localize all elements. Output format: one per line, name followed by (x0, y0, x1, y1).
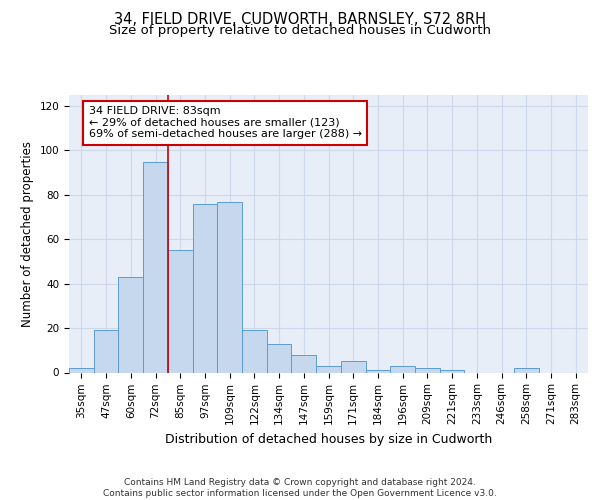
Text: 34, FIELD DRIVE, CUDWORTH, BARNSLEY, S72 8RH: 34, FIELD DRIVE, CUDWORTH, BARNSLEY, S72… (114, 12, 486, 28)
Bar (514, 368, 539, 372)
Bar (242, 330, 267, 372)
Bar (168, 250, 193, 372)
Bar (415, 368, 440, 372)
Bar (267, 344, 292, 372)
Bar (69, 368, 94, 372)
Bar (94, 330, 118, 372)
Bar (118, 277, 143, 372)
Text: Size of property relative to detached houses in Cudworth: Size of property relative to detached ho… (109, 24, 491, 37)
Bar (440, 370, 464, 372)
Bar (341, 362, 365, 372)
Text: 34 FIELD DRIVE: 83sqm
← 29% of detached houses are smaller (123)
69% of semi-det: 34 FIELD DRIVE: 83sqm ← 29% of detached … (89, 106, 362, 140)
Bar (193, 204, 217, 372)
X-axis label: Distribution of detached houses by size in Cudworth: Distribution of detached houses by size … (165, 432, 492, 446)
Bar (316, 366, 341, 372)
Bar (365, 370, 390, 372)
Bar (390, 366, 415, 372)
Bar (143, 162, 168, 372)
Text: Contains HM Land Registry data © Crown copyright and database right 2024.
Contai: Contains HM Land Registry data © Crown c… (103, 478, 497, 498)
Bar (292, 354, 316, 372)
Y-axis label: Number of detached properties: Number of detached properties (21, 141, 34, 327)
Bar (217, 202, 242, 372)
